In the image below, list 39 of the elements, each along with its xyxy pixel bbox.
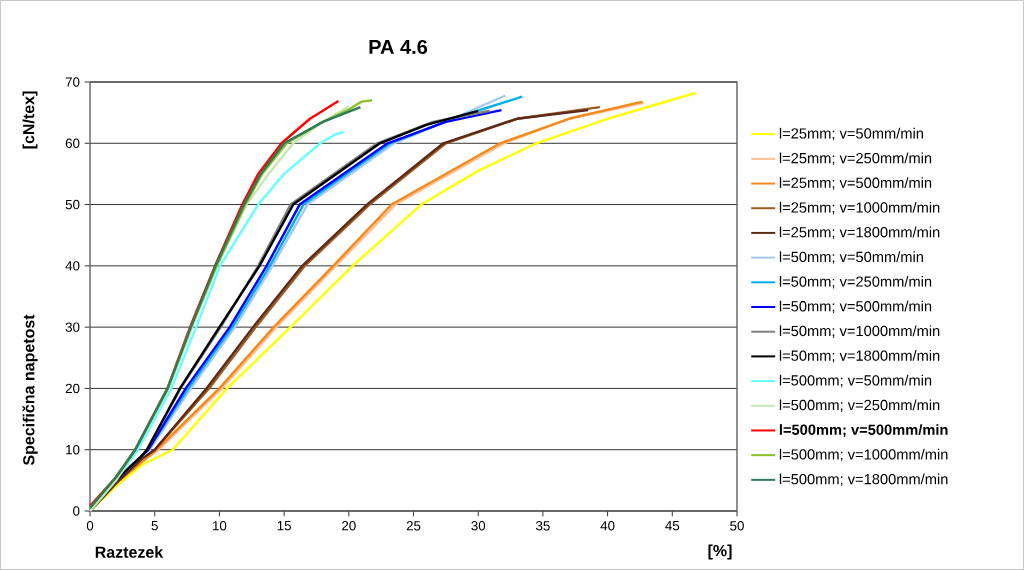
y-tick-label: 30 — [65, 322, 80, 332]
legend-label: l=500mm; v=500mm/min — [779, 424, 948, 438]
x-tick-label: 0 — [86, 521, 94, 531]
x-tick-label: 20 — [342, 521, 356, 531]
legend-label: l=50mm; v=250mm/min — [779, 276, 932, 289]
x-tick-label: 35 — [535, 521, 550, 531]
legend-label: l=50mm; v=500mm/min — [779, 300, 932, 314]
x-tick-label: 25 — [406, 521, 421, 531]
legend-label: l=50mm; v=50mm/min — [779, 251, 923, 264]
x-tick-label: 5 — [151, 521, 158, 531]
y-tick-label: 50 — [65, 199, 80, 210]
legend-label: l=500mm; v=250mm/min — [779, 399, 940, 412]
x-tick-label: 45 — [665, 521, 680, 531]
text: [cN/tex] — [22, 91, 38, 149]
chart-title: PA 4.6 — [369, 39, 428, 55]
legend-label: l=500mm; v=50mm/min — [779, 374, 932, 388]
y-tick-label: 10 — [66, 444, 80, 455]
legend-label: l=50mm; v=1000mm/min — [779, 325, 940, 338]
y-axis-title: Specifična napetost — [22, 314, 38, 466]
legend-label: l=25mm; v=500mm/min — [779, 177, 932, 190]
x-tick-label: 30 — [471, 521, 486, 531]
legend-label: l=25mm; v=250mm/min — [779, 152, 932, 166]
y-tick-label: 70 — [65, 77, 80, 87]
y-tick-label: 20 — [65, 383, 80, 394]
y-tick-label: 0 — [73, 506, 80, 516]
x-tick-label: 10 — [213, 521, 227, 531]
legend-label: l=500mm; v=1000mm/min — [779, 448, 948, 462]
y-tick-label: 40 — [65, 261, 80, 271]
x-tick-label: 40 — [600, 521, 615, 531]
y-tick-label: 60 — [65, 138, 80, 148]
legend-label: l=25mm; v=1000mm/min — [779, 201, 940, 215]
legend-label: l=500mm; v=1800mm/min — [779, 473, 948, 487]
legend-label: l=50mm; v=1800mm/min — [779, 350, 940, 363]
text: [%] — [708, 544, 732, 560]
legend-label: l=25mm; v=1800mm/min — [779, 226, 940, 240]
legend-label: l=25mm; v=50mm/min — [779, 127, 923, 141]
x-tick-label: 50 — [730, 521, 744, 531]
x-tick-label: 15 — [277, 521, 291, 531]
x-axis-title: Raztezek — [95, 546, 164, 558]
